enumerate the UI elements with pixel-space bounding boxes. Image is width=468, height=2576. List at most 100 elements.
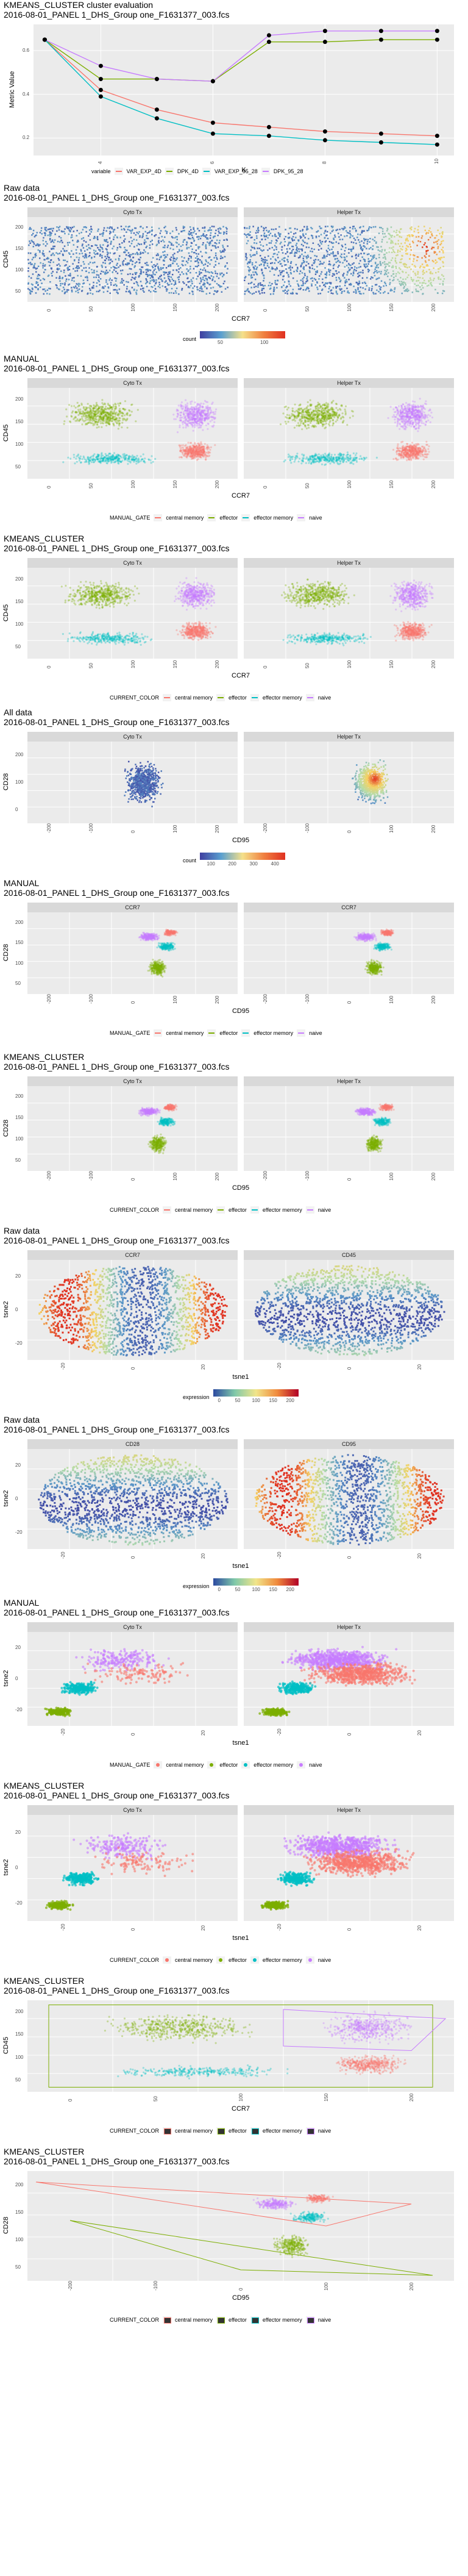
x-axis-label: CD95 (27, 837, 454, 844)
x-tick-label: 100 (389, 996, 394, 1004)
legend-line-swatch (155, 517, 161, 518)
facet-svg (27, 912, 238, 994)
colorbar-tick: 50 (235, 1398, 241, 1403)
x-tick-label: -100 (305, 823, 310, 833)
colorbar-gradient (200, 331, 286, 338)
legend-key (241, 514, 250, 521)
x-tick-label: 200 (214, 660, 220, 668)
figure-panel-4: MANUAL 2016-08-01_PANEL 1_DHS_Group one_F… (0, 878, 468, 1043)
legend-title: MANUAL_GATE (110, 515, 150, 521)
x-tick-label: 0 (130, 1928, 136, 1931)
x-tick-label: 50 (305, 663, 310, 668)
colorbar-title: expression (183, 1583, 210, 1589)
x-axis-label: CD95 (27, 1184, 454, 1192)
legend-swatch (166, 171, 172, 172)
x-tick-label: 0 (263, 309, 268, 312)
x-tick-label: 200 (431, 1173, 436, 1181)
y-tick-label: 100 (15, 1136, 23, 1142)
panel-file-name: 2016-08-01_PANEL 1_DHS_Group one_F163137… (4, 363, 229, 373)
colorbar-tick: 100 (260, 340, 268, 345)
legend-label: central memory (175, 2128, 213, 2134)
legend-key (216, 2316, 225, 2324)
legend-label: effector memory (254, 1762, 293, 1768)
figure-panel-7: Raw data 2016-08-01_PANEL 1_DHS_Group one… (0, 1415, 468, 1598)
y-tick-label: 0.6 (23, 48, 29, 53)
legend-label: effector memory (263, 1207, 302, 1213)
y-tick-label: 0 (15, 1307, 18, 1312)
x-tick-label: 0 (46, 666, 52, 668)
data-point (98, 63, 103, 68)
panel-file-name: 2016-08-01_PANEL 1_DHS_Group one_F163137… (4, 1062, 229, 1072)
panel-file-name: 2016-08-01_PANEL 1_DHS_Group one_F163137… (4, 543, 229, 553)
x-tick-label: 10 (434, 159, 439, 164)
data-point (322, 138, 327, 143)
legend-key (154, 1029, 163, 1037)
x-tick-label: 50 (88, 483, 94, 488)
colorbar-tick: 150 (269, 1587, 277, 1592)
legend-point-swatch (308, 1958, 312, 1962)
data-point (434, 134, 439, 138)
legend-label: effector (219, 515, 238, 521)
x-tick-label: 100 (324, 2283, 329, 2291)
x-tick-label: 0 (347, 1367, 352, 1370)
facet-strip: Helper Tx (244, 1805, 454, 1815)
x-tick-label: 200 (214, 1173, 220, 1181)
series-line-DPK_4D (44, 39, 438, 82)
panel-file-name: 2016-08-01_PANEL 1_DHS_Group one_F163137… (4, 1425, 229, 1434)
y-axis-label: CD45 (2, 598, 10, 628)
legend-point-swatch (156, 1763, 160, 1767)
legend-label: DPK_4D (177, 168, 199, 174)
legend-key (250, 1956, 259, 1964)
x-tick-label: 50 (88, 663, 94, 668)
data-point (322, 40, 327, 45)
panel-title: KMEANS_CLUSTER (4, 534, 84, 543)
y-tick-label: 200 (15, 920, 23, 925)
facet-plot-area (244, 388, 454, 479)
facet-svg (27, 1260, 238, 1360)
series-line-VAR_EXP_95_28 (44, 39, 438, 145)
x-tick-label: -200 (46, 823, 52, 833)
x-tick-label: 200 (431, 660, 436, 668)
x-tick-label: 100 (130, 481, 136, 488)
facet-svg (244, 1086, 454, 1171)
facet-svg (27, 1086, 238, 1171)
hull-effector (48, 2005, 433, 2088)
x-tick-label: -200 (68, 2281, 73, 2291)
x-tick-label: -100 (305, 1171, 310, 1181)
x-tick-label: 50 (153, 2096, 158, 2102)
legend-line-swatch (218, 697, 224, 698)
colorbar-tick: 200 (229, 861, 236, 867)
data-point (378, 29, 383, 34)
panel-legend: count 50 100 (183, 331, 286, 347)
x-tick-label: 100 (130, 660, 136, 668)
data-point (378, 37, 383, 42)
y-tick-label: 0 (15, 1865, 18, 1870)
facet-strip: CD28 (27, 1439, 238, 1449)
legend-label: effector (219, 1762, 238, 1768)
data-point (42, 37, 47, 42)
y-tick-label: 100 (15, 267, 23, 273)
x-axis-label: CD95 (27, 1007, 454, 1015)
y-tick-label: 200 (15, 224, 23, 230)
series-line-DPK_95_28 (44, 30, 438, 82)
legend-point-swatch (210, 1763, 214, 1767)
x-tick-label: 20 (200, 1730, 206, 1736)
x-tick-label: -200 (46, 994, 52, 1004)
y-tick-label: 50 (15, 288, 21, 294)
y-tick-label: 20 (15, 1273, 21, 1279)
x-tick-label: 200 (409, 2283, 414, 2291)
x-axis-label: CCR7 (27, 2105, 454, 2113)
legend-line-swatch (251, 697, 258, 698)
facet-plot-area (244, 568, 454, 659)
x-tick-label: 100 (389, 825, 394, 833)
y-tick-label: 20 (15, 1645, 21, 1650)
legend-key-VAR_EXP_4D (114, 168, 123, 175)
facet-strip: CD95 (244, 1439, 454, 1449)
colorbar-tick: 200 (286, 1587, 294, 1592)
x-tick-label: -200 (46, 1171, 52, 1181)
legend-box-swatch (251, 2128, 259, 2134)
legend-swatch (262, 171, 269, 172)
y-tick-label: 200 (15, 2009, 23, 2014)
y-tick-label: 20 (15, 1462, 21, 1468)
legend-label: VAR_EXP_95_28 (214, 168, 258, 174)
